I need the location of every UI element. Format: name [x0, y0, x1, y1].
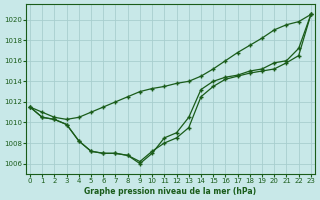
X-axis label: Graphe pression niveau de la mer (hPa): Graphe pression niveau de la mer (hPa): [84, 187, 257, 196]
